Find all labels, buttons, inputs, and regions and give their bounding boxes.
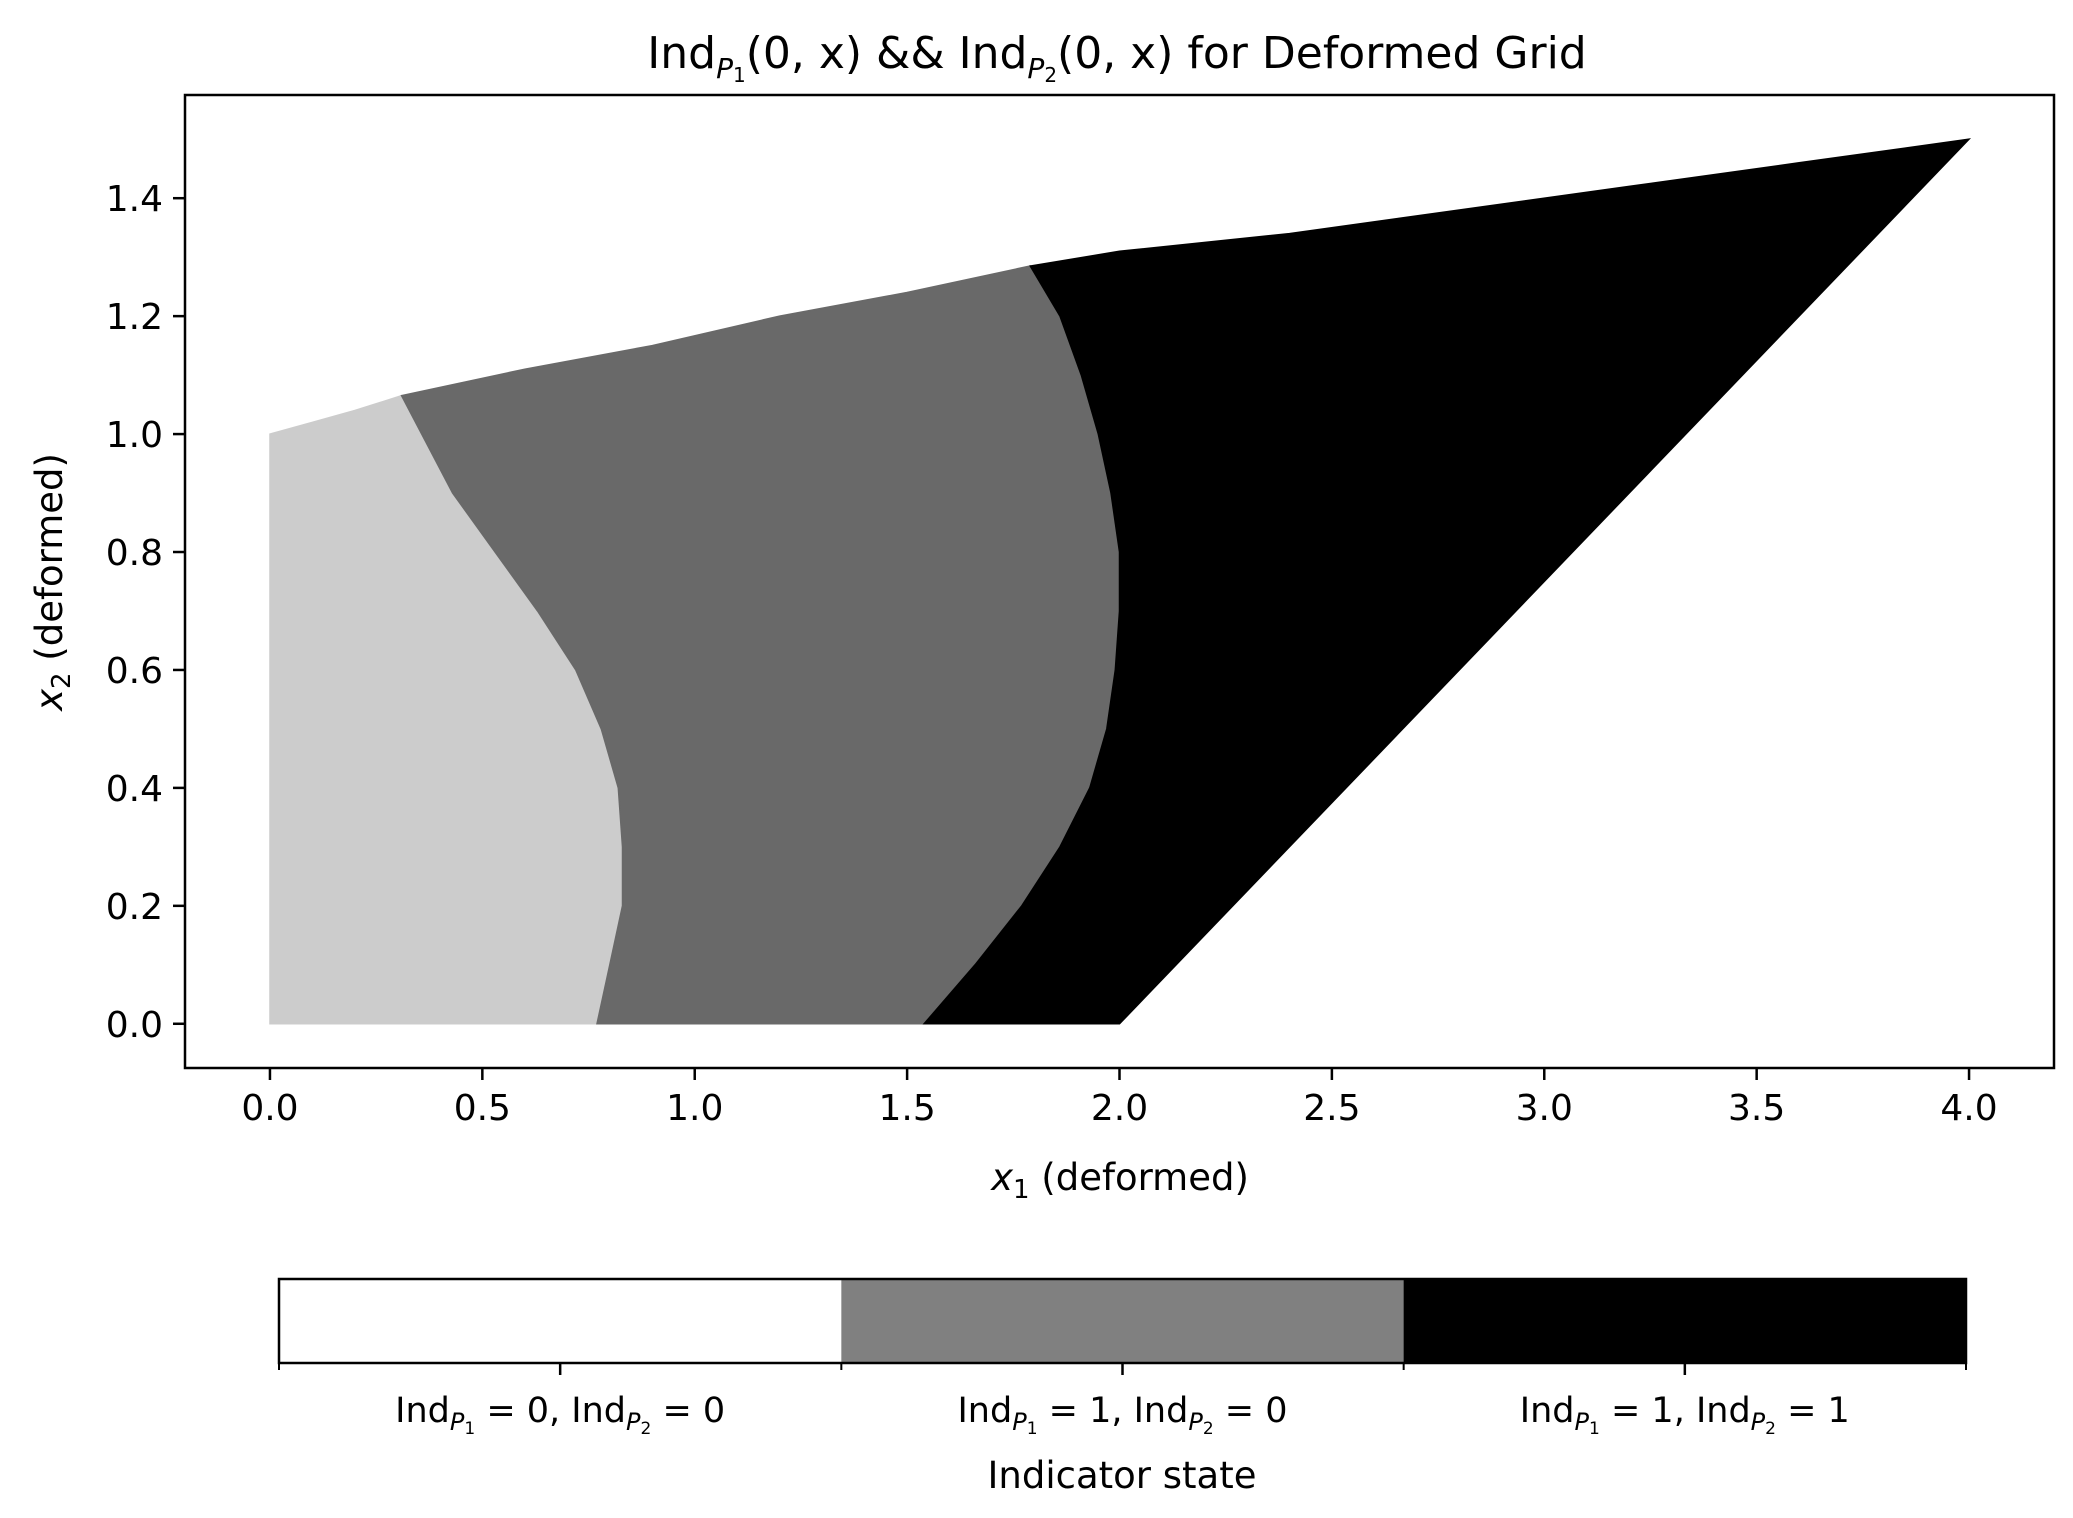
x-axis-label-text: (deformed)	[1030, 1156, 1249, 1199]
y-tick-label: 1.4	[106, 179, 163, 220]
colorbar-label: Indicator state	[988, 1454, 1257, 1497]
title-middle: && Ind	[862, 28, 1027, 79]
title-sub2-index: 2	[1044, 63, 1057, 87]
x-tick-label: 3.0	[1516, 1088, 1573, 1129]
y-tick-label: 1.2	[106, 297, 163, 338]
colorbar-tick-label: IndP1 = 1, IndP2 = 1	[1520, 1391, 1850, 1439]
title-args1: (0, x)	[746, 28, 862, 79]
x-axis-label-var: x	[990, 1156, 1014, 1199]
y-axis-label-text: (deformed)	[28, 453, 71, 672]
colorbar-segment	[841, 1279, 1405, 1363]
y-tick-label: 0.0	[106, 1005, 163, 1046]
x-tick-label: 2.5	[1303, 1088, 1360, 1129]
y-axis-label-index: 2	[47, 672, 77, 689]
colorbar-segment	[279, 1279, 842, 1363]
title-prefix: Ind	[647, 28, 716, 79]
x-tick-label: 0.5	[454, 1088, 511, 1129]
x-tick-label: 1.0	[666, 1088, 723, 1129]
x-ticks: 0.0 0.5 1.0 1.5 2.0 2.5 3.0 3.5 4.0	[241, 1068, 1998, 1129]
colorbar-segment	[1403, 1279, 1967, 1363]
y-axis-label-var: x	[28, 688, 71, 712]
x-tick-label: 2.0	[1091, 1088, 1148, 1129]
region-3	[922, 138, 1972, 1025]
y-ticks: 0.0 0.2 0.4 0.6 0.8 1.0 1.2 1.4	[106, 179, 185, 1046]
regions-layer	[269, 138, 1972, 1025]
title-args2: (0, x)	[1057, 28, 1173, 79]
x-tick-label: 3.5	[1728, 1088, 1785, 1129]
colorbar-segments	[279, 1279, 1967, 1363]
x-tick-label: 1.5	[878, 1088, 935, 1129]
x-axis-label: x1 (deformed)	[990, 1156, 1249, 1205]
title-sub1: P	[716, 52, 733, 85]
y-tick-label: 0.2	[106, 887, 163, 928]
x-axis-label-index: 1	[1013, 1175, 1030, 1205]
y-tick-label: 0.8	[106, 533, 163, 574]
chart-title: IndP1(0, x) && IndP2(0, x) for Deformed …	[647, 28, 1586, 87]
x-tick-label: 0.0	[241, 1088, 298, 1129]
title-sub1-index: 1	[733, 63, 746, 87]
title-suffix: for Deformed Grid	[1173, 28, 1586, 79]
title-sub2: P	[1027, 52, 1044, 85]
colorbar-tick-label: IndP1 = 1, IndP2 = 0	[957, 1391, 1287, 1439]
x-tick-label: 4.0	[1940, 1088, 1997, 1129]
colorbar-tick-label: IndP1 = 0, IndP2 = 0	[395, 1391, 725, 1439]
y-tick-label: 0.4	[106, 769, 163, 810]
y-axis-label: x2 (deformed)	[28, 453, 77, 712]
colorbar: IndP1 = 0, IndP2 = 0 IndP1 = 1, IndP2 = 0…	[277, 1277, 1968, 1497]
colorbar-ticks: IndP1 = 0, IndP2 = 0 IndP1 = 1, IndP2 = 0…	[278, 1363, 1967, 1439]
y-tick-label: 1.0	[106, 415, 163, 456]
y-tick-label: 0.6	[106, 651, 163, 692]
